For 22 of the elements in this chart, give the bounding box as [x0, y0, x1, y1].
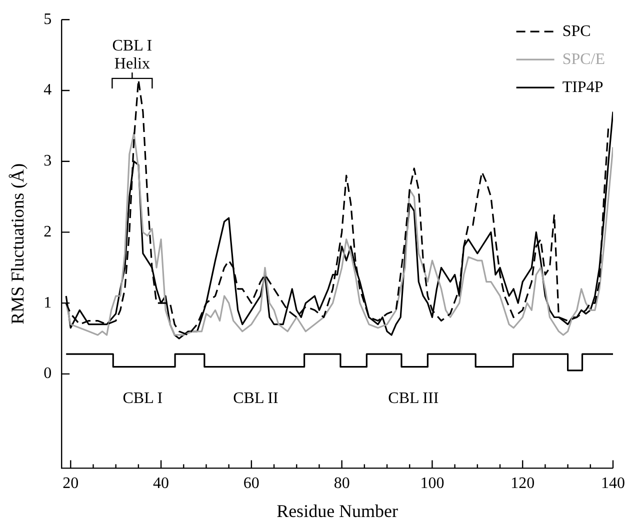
x-tick-label: 80 [334, 475, 350, 492]
y-tick-label: 2 [44, 223, 52, 240]
annotation: CBL I Helix [112, 38, 152, 73]
y-axis-title: RMS Fluctuations (Å) [8, 163, 28, 324]
annotation: CBL II [233, 390, 278, 407]
legend-label: SPC/E [562, 50, 605, 68]
legend-label: SPC [562, 22, 591, 40]
x-tick-label: 20 [62, 475, 79, 492]
y-tick-label: 0 [44, 365, 52, 382]
y-tick-label: 3 [44, 152, 52, 170]
y-tick-label: 4 [44, 82, 52, 99]
x-tick-label: 140 [601, 475, 625, 492]
legend-label: TIP4P [562, 78, 604, 96]
x-tick-label: 100 [420, 475, 444, 492]
x-tick-label: 60 [243, 475, 260, 492]
annotation: CBL III [388, 390, 439, 407]
x-axis-title: Residue Number [276, 500, 398, 521]
x-tick-label: 40 [153, 475, 170, 492]
y-tick-label: 5 [44, 10, 52, 28]
x-tick-label: 120 [510, 475, 535, 492]
annotation: CBL I [122, 390, 163, 407]
y-tick-label: 1 [44, 294, 52, 312]
